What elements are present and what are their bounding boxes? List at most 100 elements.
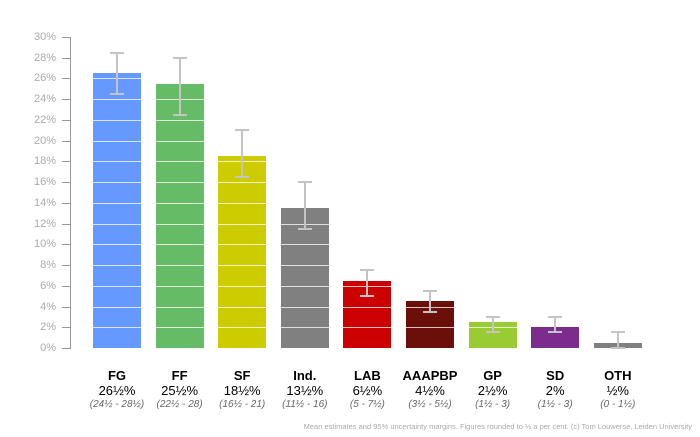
gridline	[218, 202, 267, 204]
category-val: 13½%	[286, 383, 324, 398]
bar-ff	[155, 83, 204, 348]
y-tick-mark	[62, 223, 70, 225]
y-tick-mark	[62, 327, 70, 329]
category-val: 2½%	[477, 383, 508, 398]
category-label: LAB 6½% (5 - 7½)	[332, 368, 402, 411]
y-tick-mark	[62, 119, 70, 121]
category-val: 6½%	[352, 383, 383, 398]
y-tick-mark	[62, 348, 70, 349]
gridline	[155, 223, 204, 225]
error-cap	[485, 315, 500, 318]
y-tick-label: 8%	[40, 259, 56, 272]
gridline	[155, 161, 204, 163]
category-rng: (1½ - 3)	[537, 399, 573, 410]
error-cap	[360, 269, 375, 272]
category-name: FF	[171, 368, 188, 383]
gridline	[218, 223, 267, 225]
y-tick-label: 4%	[40, 300, 56, 313]
category-name: LAB	[354, 368, 381, 383]
error-bar	[616, 332, 619, 348]
error-bar	[303, 182, 306, 229]
category-rng: (24½ - 28½)	[89, 399, 145, 410]
error-bar	[491, 316, 494, 333]
gridline	[93, 182, 141, 184]
y-tick-label: 14%	[33, 196, 56, 209]
y-axis	[70, 37, 71, 349]
category-name: GP	[483, 368, 502, 383]
error-cap	[423, 310, 437, 313]
gridline	[93, 327, 141, 329]
gridline	[280, 285, 329, 287]
category-val: 4½%	[415, 383, 445, 398]
gridline	[406, 327, 454, 329]
gridline	[218, 327, 267, 329]
gridline	[93, 119, 141, 121]
category-label: OTH ½% (0 - 1½)	[583, 368, 653, 411]
category-rng: (22½ - 28)	[156, 399, 203, 410]
error-bar	[366, 270, 369, 297]
y-tick-label: 12%	[33, 217, 56, 230]
error-cap	[360, 295, 375, 298]
category-rng: (3½ - 5½)	[408, 399, 452, 410]
gridline	[93, 161, 141, 163]
error-cap	[297, 227, 312, 230]
category-label: SF 18½% (16½ - 21)	[207, 368, 277, 411]
y-tick-mark	[62, 99, 70, 101]
gridline	[93, 202, 141, 204]
category-val: 25½%	[161, 383, 199, 398]
y-tick-label: 28%	[33, 51, 56, 64]
y-tick-mark	[62, 140, 70, 142]
category-label: Ind. 13½% (11½ - 16)	[270, 368, 340, 411]
gridline	[343, 306, 392, 308]
error-cap	[548, 315, 563, 318]
y-tick-mark	[62, 244, 70, 246]
gridline	[280, 327, 329, 329]
category-rng: (1½ - 3)	[475, 399, 511, 410]
y-tick-mark	[62, 202, 70, 204]
gridline	[93, 265, 141, 267]
y-tick-label: 6%	[40, 279, 56, 292]
y-tick-label: 30%	[33, 31, 56, 43]
y-tick-mark	[62, 37, 70, 38]
y-tick-mark	[62, 306, 70, 308]
error-bar	[178, 57, 181, 115]
error-bar	[429, 290, 431, 312]
gridline	[155, 285, 204, 287]
y-tick-label: 22%	[33, 113, 56, 126]
error-bar	[116, 52, 118, 94]
chart-footnote: Mean estimates and 95% uncertainty margi…	[303, 422, 692, 431]
y-tick-mark	[62, 285, 70, 287]
y-tick-label: 16%	[33, 176, 56, 189]
category-rng: (11½ - 16)	[282, 399, 328, 410]
y-tick-label: 10%	[33, 238, 56, 251]
gridline	[280, 306, 329, 308]
category-rng: (16½ - 21)	[219, 399, 266, 410]
category-val: ½%	[606, 383, 629, 398]
category-name: SF	[233, 368, 251, 383]
error-cap	[172, 56, 187, 59]
category-label: AAAPBP 4½% (3½ - 5½)	[395, 368, 465, 411]
category-val: 2%	[545, 383, 565, 398]
y-tick-mark	[62, 78, 70, 80]
y-tick-label: 2%	[40, 321, 56, 334]
gridline	[280, 265, 329, 267]
y-tick-mark	[62, 265, 70, 267]
gridline	[155, 306, 204, 308]
gridline	[155, 140, 204, 142]
y-tick-label: 24%	[33, 93, 56, 106]
category-val: 18½%	[223, 383, 261, 398]
gridline	[93, 223, 141, 225]
category-name: SD	[546, 368, 565, 383]
y-tick-label: 0%	[40, 342, 56, 354]
category-label: GP 2½% (1½ - 3)	[458, 368, 528, 411]
category-label: FF 25½% (22½ - 28)	[145, 368, 215, 411]
error-cap	[423, 289, 437, 292]
gridline	[155, 265, 204, 267]
error-bar	[241, 130, 244, 177]
error-cap	[297, 181, 312, 184]
y-tick-mark	[62, 161, 70, 163]
category-name: AAAPBP	[402, 368, 458, 383]
category-rng: (0 - 1½)	[600, 399, 636, 410]
category-val: 26½%	[98, 383, 136, 398]
category-rng: (5 - 7½)	[349, 399, 385, 410]
